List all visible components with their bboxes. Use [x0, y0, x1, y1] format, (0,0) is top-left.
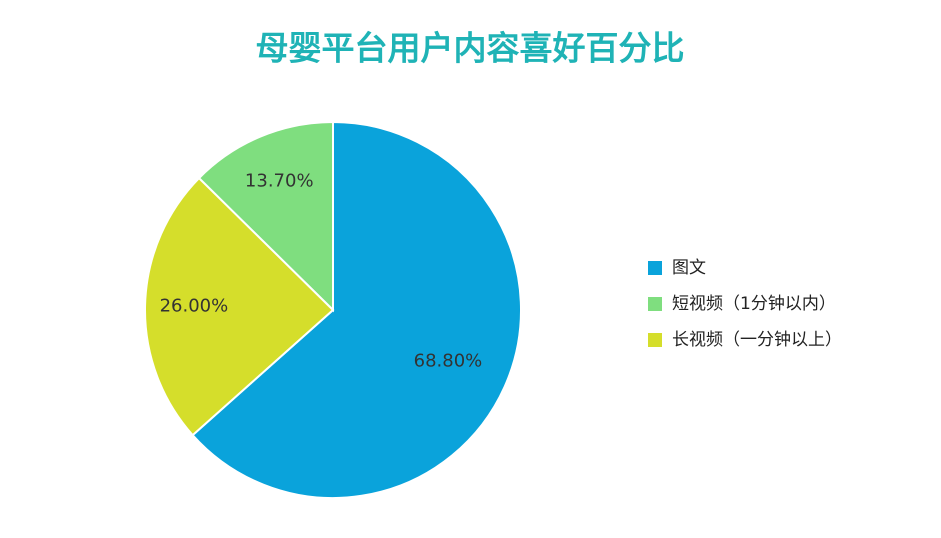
legend-label: 长视频（一分钟以上）	[672, 330, 842, 350]
pie-slice	[144, 176, 335, 437]
pie-slice	[197, 120, 334, 313]
value-label: 13.70%	[245, 171, 314, 192]
legend-swatch	[648, 261, 662, 275]
legend-label: 图文	[672, 258, 706, 278]
pie-slice	[191, 120, 522, 499]
value-label: 26.00%	[160, 296, 229, 317]
chart-title: 母婴平台用户内容喜好百分比	[256, 29, 685, 68]
legend-swatch	[648, 333, 662, 347]
legend-label: 短视频（1分钟以内）	[672, 294, 836, 314]
legend-swatch	[648, 297, 662, 311]
value-label: 68.80%	[414, 351, 483, 372]
